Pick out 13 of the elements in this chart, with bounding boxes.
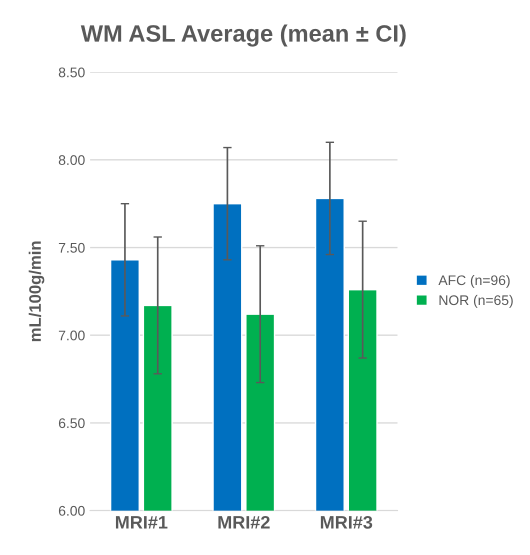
y-tick-label: 8.00 [58, 155, 85, 166]
chart-title: WM ASL Average (mean ± CI) [80, 24, 406, 47]
x-tick-label: MRI#2 [218, 516, 270, 529]
y-axis-title: mL/100g/min [28, 241, 44, 342]
y-tick-label: 8.50 [58, 67, 85, 78]
legend-label: NOR (n=65) [440, 294, 513, 308]
y-tick-label: 6.00 [58, 506, 85, 516]
y-tick-label: 6.50 [58, 418, 85, 428]
y-tick-label: 7.00 [58, 330, 85, 340]
x-tick-label: MRI#3 [320, 516, 372, 529]
y-tick-label: 7.50 [58, 242, 85, 253]
legend-label: AFC (n=96) [438, 274, 510, 288]
x-tick-label: MRI#1 [116, 516, 168, 529]
